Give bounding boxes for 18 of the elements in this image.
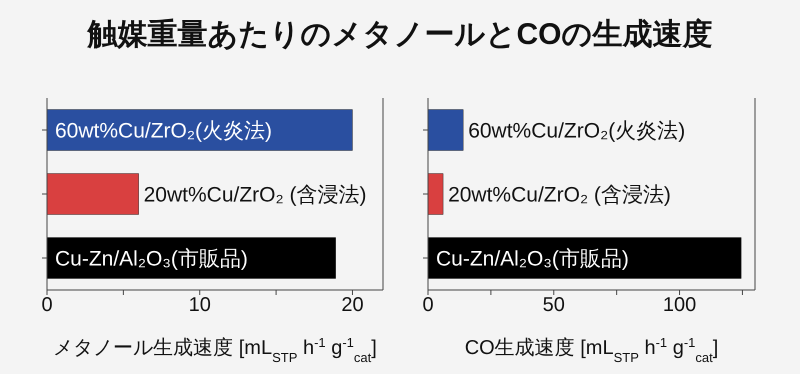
category-label: 60wt%Cu/ZrO₂(火炎法) bbox=[55, 119, 272, 142]
category-label: Cu-Zn/Al₂O₃(市販品) bbox=[55, 247, 248, 270]
chart-title: 触媒重量あたりのメタノールとCOの生成速度 bbox=[86, 17, 714, 53]
x-tick-label: 10 bbox=[188, 294, 211, 316]
x-tick-label: 0 bbox=[422, 294, 434, 316]
x-tick-label: 0 bbox=[41, 294, 53, 316]
bar bbox=[47, 237, 336, 279]
bar bbox=[47, 173, 139, 215]
x-tick-label: 20 bbox=[341, 294, 364, 316]
x-axis-title: CO生成速度 [mL$_{STP}$ h$^{-1}$ g$^{-1}$$_{cat}$] bbox=[464, 334, 718, 364]
bar bbox=[428, 237, 742, 279]
category-label: 20wt%Cu/ZrO₂ (含浸法) bbox=[144, 183, 366, 206]
x-axis-title: メタノール生成速度 [mL$_{STP}$ h$^{-1}$ g$^{-1}$$_{cat}$] bbox=[53, 334, 377, 364]
bar bbox=[428, 173, 444, 215]
bar bbox=[428, 109, 464, 151]
bar bbox=[47, 109, 353, 151]
x-tick-label: 100 bbox=[662, 294, 696, 316]
x-tick-label: 50 bbox=[542, 294, 565, 316]
